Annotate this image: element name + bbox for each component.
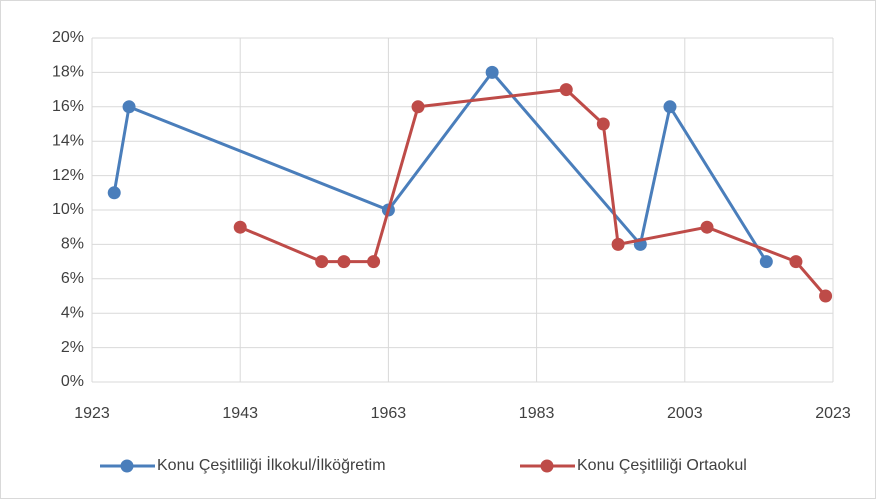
x-tick-label: 2023	[815, 405, 851, 422]
point	[663, 100, 677, 114]
point	[122, 100, 136, 114]
legend-label: Konu Çeşitliliği İlkokul/İlköğretim	[157, 455, 386, 474]
y-tick-label: 18%	[52, 64, 84, 81]
x-tick-label: 1963	[371, 405, 407, 422]
point	[789, 255, 803, 269]
x-tick-label: 1983	[519, 405, 555, 422]
y-tick-label: 0%	[61, 373, 84, 390]
point	[337, 255, 351, 269]
point	[367, 255, 381, 269]
point	[485, 65, 499, 79]
point	[107, 186, 121, 200]
x-tick-label: 1923	[74, 405, 110, 422]
y-tick-label: 2%	[61, 339, 84, 356]
point	[700, 220, 714, 234]
y-tick-label: 4%	[61, 304, 84, 321]
point	[611, 237, 625, 251]
point	[233, 220, 247, 234]
point	[315, 255, 329, 269]
legend-marker	[540, 459, 554, 473]
y-tick-label: 6%	[61, 270, 84, 287]
y-tick-label: 8%	[61, 236, 84, 253]
y-tick-label: 20%	[52, 29, 84, 46]
point	[411, 100, 425, 114]
legend-label: Konu Çeşitliliği Ortaokul	[577, 457, 747, 474]
point	[759, 255, 773, 269]
y-tick-label: 14%	[52, 132, 84, 149]
point	[819, 289, 833, 303]
legend-marker	[120, 459, 134, 473]
y-tick-label: 16%	[52, 98, 84, 115]
y-tick-label: 10%	[52, 201, 84, 218]
point	[559, 83, 573, 97]
x-tick-label: 1943	[222, 405, 258, 422]
y-tick-label: 12%	[52, 167, 84, 184]
point	[596, 117, 610, 131]
x-tick-label: 2003	[667, 405, 703, 422]
